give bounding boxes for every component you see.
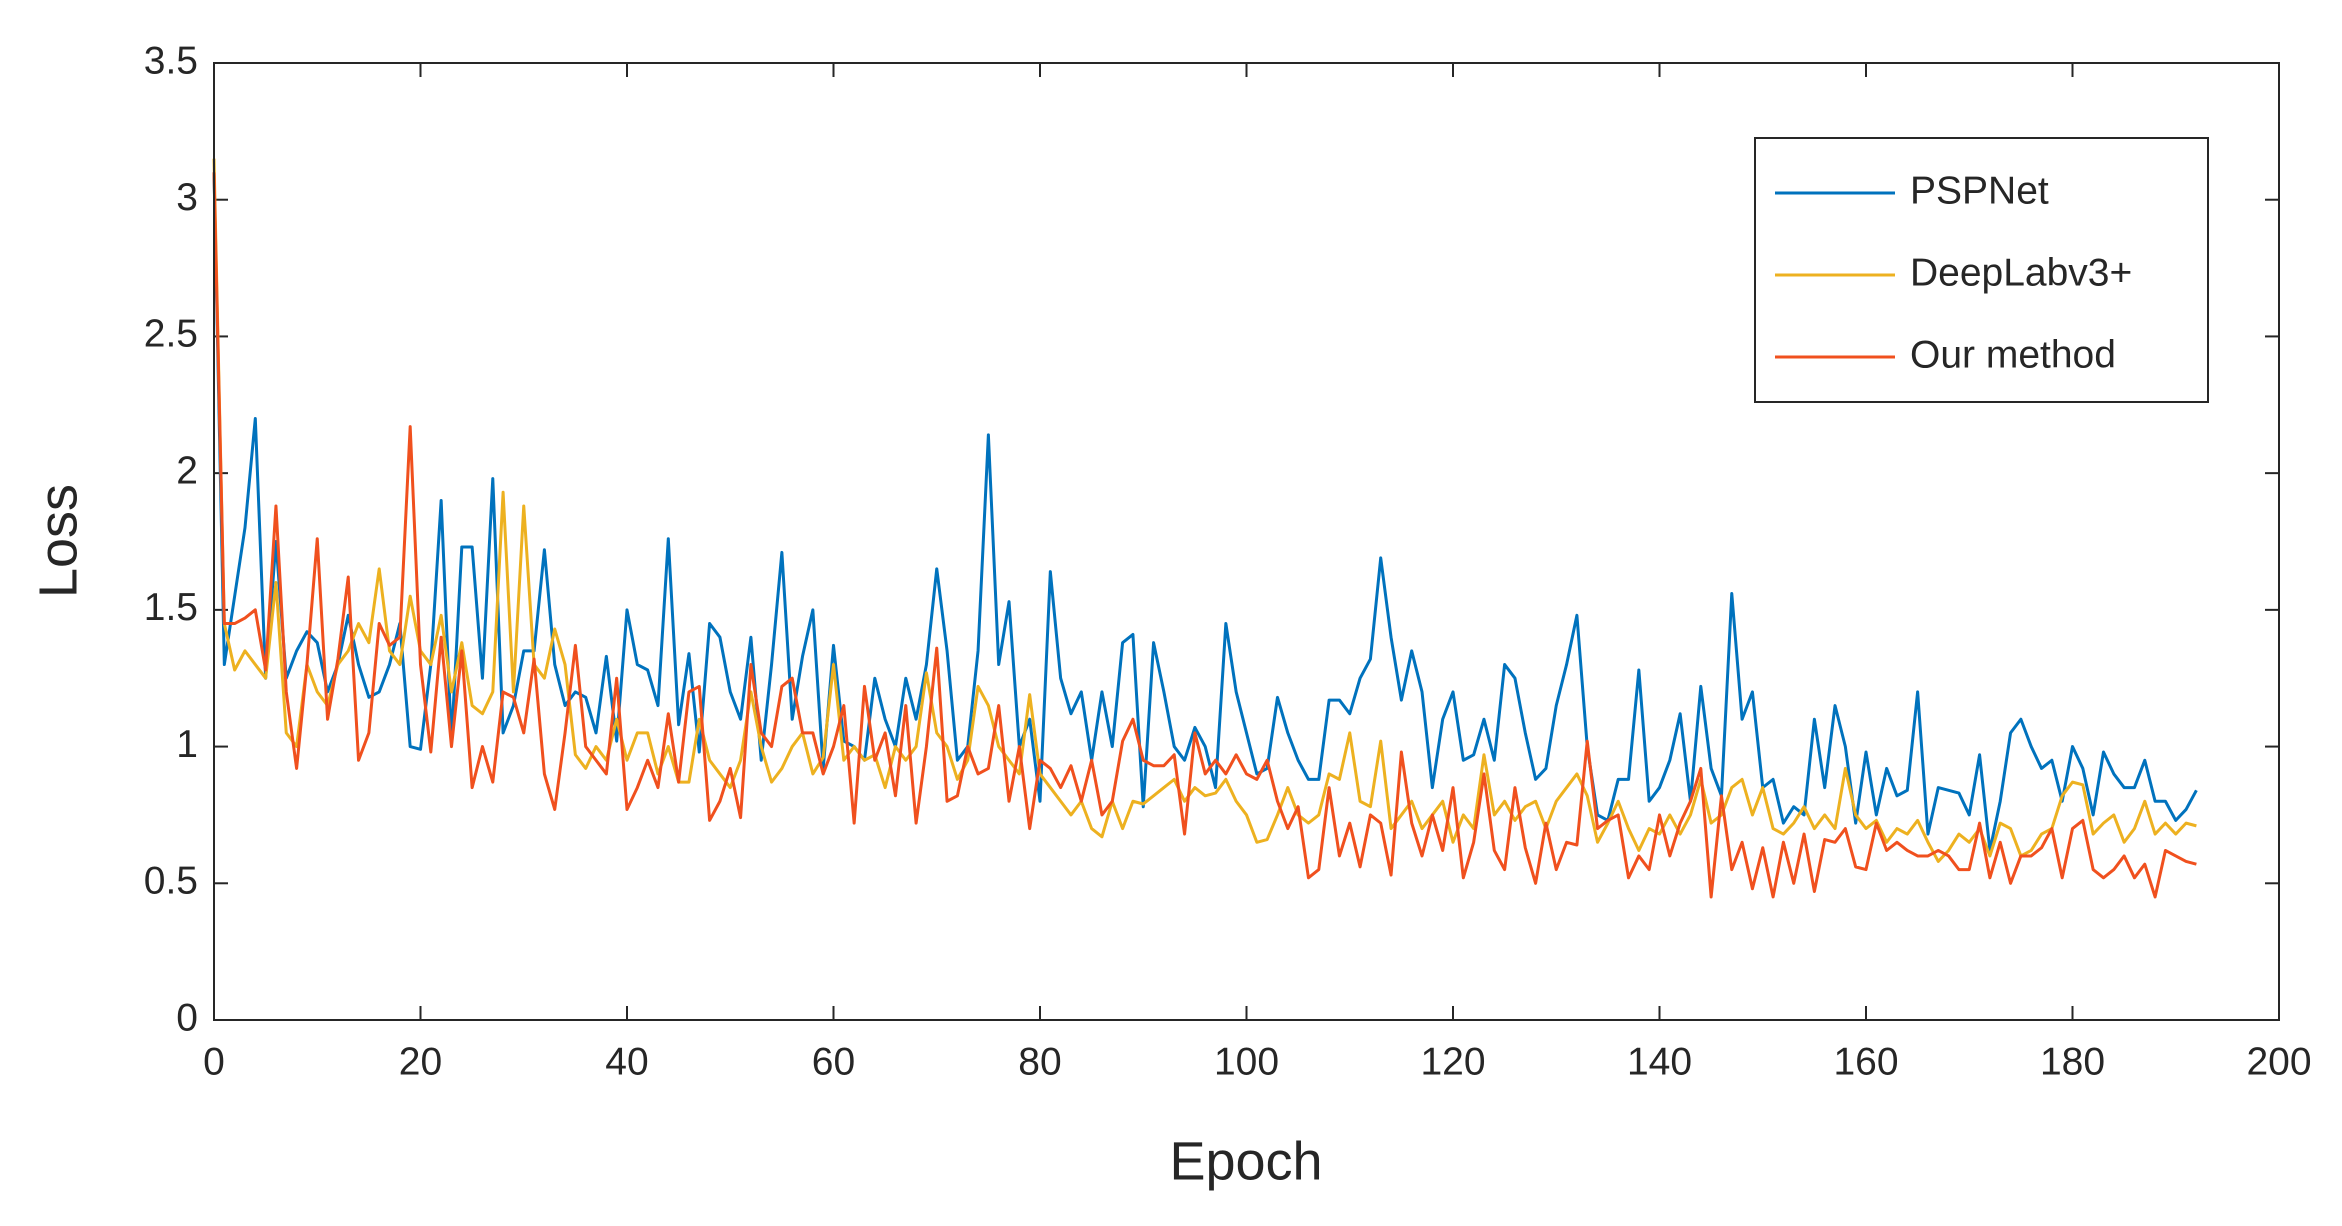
x-tick-label: 120 <box>1420 1040 1485 1083</box>
x-tick-label: 20 <box>399 1040 442 1083</box>
plot-frame <box>213 62 2280 1021</box>
y-tick-label: 1.5 <box>144 586 198 629</box>
y-tick-label: 2.5 <box>144 313 198 356</box>
x-tick-label: 80 <box>1018 1040 1061 1083</box>
y-axis-label: Loss <box>28 484 88 598</box>
x-tick-label: 40 <box>605 1040 648 1083</box>
x-tick-label: 200 <box>2246 1040 2311 1083</box>
x-axis-label: Epoch <box>1169 1131 1322 1191</box>
legend: PSPNet DeepLabv3+ Our method <box>1754 137 2209 403</box>
legend-label: DeepLabv3+ <box>1910 251 2132 294</box>
legend-label: Our method <box>1910 333 2116 376</box>
y-tick-label: 3 <box>176 176 198 219</box>
x-tick-label: 0 <box>203 1040 225 1083</box>
y-tick-label: 0 <box>176 996 198 1039</box>
x-tick-label: 160 <box>1833 1040 1898 1083</box>
x-tick-label: 140 <box>1627 1040 1692 1083</box>
legend-label: PSPNet <box>1910 169 2049 212</box>
data-line <box>212 172 2198 852</box>
x-tick-label: 60 <box>812 1040 855 1083</box>
y-tick-label: 1 <box>176 723 198 766</box>
x-tick-label: 100 <box>1214 1040 1279 1083</box>
data-line <box>212 172 2197 899</box>
y-tick-label: 3.5 <box>144 39 198 82</box>
data-line <box>212 158 2197 863</box>
y-tick-label: 2 <box>176 449 198 492</box>
x-tick-label: 180 <box>2040 1040 2105 1083</box>
y-tick-label: 0.5 <box>144 860 198 903</box>
